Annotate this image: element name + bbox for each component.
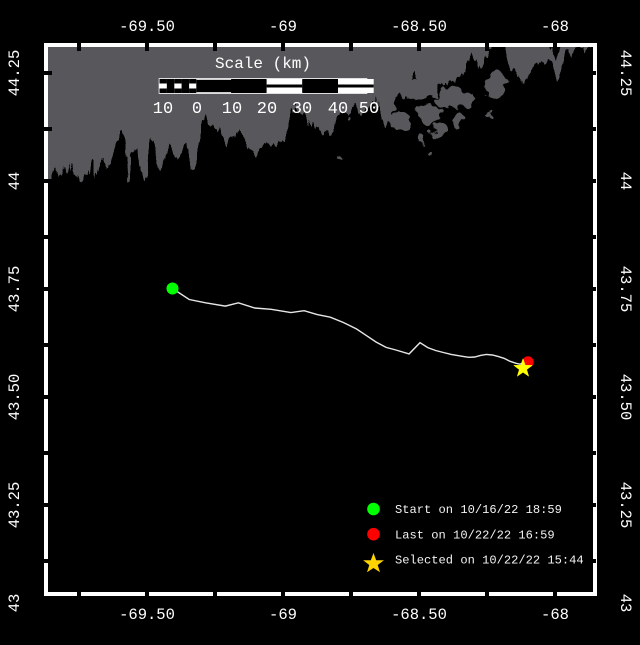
svg-text:44: 44 <box>6 172 24 191</box>
svg-text:Last on 10/22/22 16:59: Last on 10/22/22 16:59 <box>395 528 555 542</box>
svg-text:-69: -69 <box>269 606 297 624</box>
svg-text:10: 10 <box>222 100 242 119</box>
svg-text:43: 43 <box>6 594 24 613</box>
svg-text:43.50: 43.50 <box>616 374 634 421</box>
svg-text:Start on 10/16/22 18:59: Start on 10/16/22 18:59 <box>395 503 562 517</box>
svg-text:30: 30 <box>292 100 312 119</box>
svg-text:-68.50: -68.50 <box>391 18 447 36</box>
svg-text:Selected on 10/22/22 15:44: Selected on 10/22/22 15:44 <box>395 554 584 568</box>
svg-text:43.25: 43.25 <box>616 482 634 529</box>
svg-text:-69: -69 <box>269 18 297 36</box>
svg-text:44.25: 44.25 <box>616 50 634 97</box>
svg-text:10: 10 <box>153 100 173 119</box>
svg-text:50: 50 <box>359 100 379 119</box>
svg-text:0: 0 <box>192 100 202 119</box>
svg-text:-68: -68 <box>541 606 569 624</box>
svg-text:43.75: 43.75 <box>6 266 24 313</box>
svg-text:44: 44 <box>616 172 634 191</box>
svg-text:40: 40 <box>328 100 348 119</box>
svg-text:-68: -68 <box>541 18 569 36</box>
svg-text:43.25: 43.25 <box>6 482 24 529</box>
svg-text:20: 20 <box>257 100 277 119</box>
svg-text:43.75: 43.75 <box>616 266 634 313</box>
svg-text:43: 43 <box>616 594 634 613</box>
svg-text:44.25: 44.25 <box>6 50 24 97</box>
svg-text:-68.50: -68.50 <box>391 606 447 624</box>
svg-text:-69.50: -69.50 <box>119 18 175 36</box>
svg-text:Scale (km): Scale (km) <box>215 55 311 73</box>
svg-text:-69.50: -69.50 <box>119 606 175 624</box>
svg-text:43.50: 43.50 <box>6 374 24 421</box>
